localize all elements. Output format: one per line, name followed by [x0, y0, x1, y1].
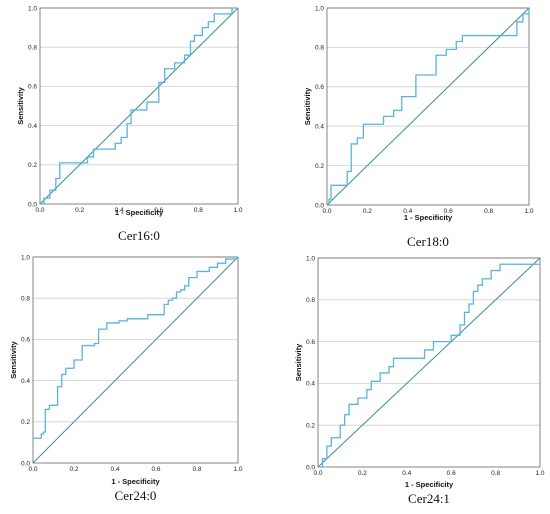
plot-frame: [32, 256, 239, 464]
x-axis-title: 1 - Specificity: [404, 213, 453, 222]
x-tick-label: 0.6: [447, 470, 456, 477]
y-tick-label: 0.0: [315, 202, 324, 209]
x-tick-label: 0.4: [110, 466, 119, 473]
plot-frame: [317, 257, 541, 468]
panel-caption: Cer18:0: [407, 234, 449, 249]
roc-curve: [33, 256, 238, 439]
x-tick-label: 0.0: [313, 470, 322, 477]
x-tick-label: 0.0: [322, 208, 331, 215]
x-tick-label: 0.8: [491, 470, 500, 477]
x-tick-label: 0.8: [192, 466, 201, 473]
x-tick-label: 0.0: [35, 207, 44, 214]
y-tick-label: 0.0: [306, 464, 315, 471]
y-axis-title: Sensitivity: [303, 87, 312, 125]
x-tick-label: 0.2: [358, 470, 367, 477]
y-tick-label: 0.2: [315, 163, 324, 170]
roc-curve: [327, 8, 530, 206]
x-tick-label: 0.6: [151, 466, 160, 473]
y-tick-label: 0.6: [306, 339, 315, 346]
x-tick-label: 0.2: [363, 208, 372, 215]
x-tick-label: 1.0: [233, 466, 242, 473]
roc-curve: [318, 263, 540, 468]
y-tick-label: 1.0: [315, 5, 324, 12]
x-tick-label: 0.4: [402, 470, 411, 477]
reference-line: [326, 7, 530, 206]
y-tick-label: 0.4: [306, 381, 315, 388]
x-tick-label: 0.6: [154, 207, 163, 214]
x-tick-label: 0.4: [403, 208, 412, 215]
panel-caption: Cer24:1: [408, 491, 450, 506]
roc-curve: [40, 7, 238, 205]
y-tick-label: 1.0: [28, 5, 37, 12]
reference-line: [317, 257, 541, 468]
x-tick-label: 0.4: [115, 207, 124, 214]
y-tick-label: 0.8: [28, 45, 37, 52]
x-tick-label: 0.2: [75, 207, 84, 214]
x-tick-label: 1.0: [524, 208, 533, 215]
y-tick-label: 0.6: [315, 84, 324, 91]
y-axis-title: Sensitivity: [9, 340, 18, 378]
x-tick-label: 0.8: [194, 207, 203, 214]
panel-caption: Cer24:0: [115, 488, 157, 503]
y-tick-label: 1.0: [306, 255, 315, 262]
y-axis-title: Sensitivity: [16, 86, 25, 124]
y-tick-label: 0.8: [306, 297, 315, 304]
x-tick-label: 1.0: [535, 470, 544, 477]
x-tick-label: 0.2: [69, 466, 78, 473]
x-axis-title: 1 - Specificity: [111, 477, 160, 486]
y-tick-label: 0.6: [21, 337, 30, 344]
y-tick-label: 0.4: [28, 123, 37, 130]
y-tick-label: 0.0: [21, 460, 30, 467]
x-axis-title: 1 - Specificity: [115, 208, 164, 217]
y-tick-label: 0.4: [315, 124, 324, 131]
y-tick-label: 0.8: [21, 296, 30, 303]
plot-frame: [326, 7, 530, 206]
reference-line: [39, 7, 239, 205]
plot-frame: [39, 7, 239, 205]
y-tick-label: 0.2: [28, 162, 37, 169]
x-axis-title: 1 - Specificity: [405, 480, 454, 489]
y-tick-label: 0.2: [21, 419, 30, 426]
y-tick-label: 0.2: [306, 423, 315, 430]
y-tick-label: 0.0: [28, 201, 37, 208]
reference-line: [32, 256, 239, 464]
x-tick-label: 1.0: [233, 207, 242, 214]
x-tick-label: 0.0: [28, 466, 37, 473]
x-tick-label: 0.6: [444, 208, 453, 215]
y-tick-label: 0.8: [315, 45, 324, 52]
y-tick-label: 1.0: [21, 254, 30, 261]
y-tick-label: 0.4: [21, 378, 30, 385]
y-tick-label: 0.6: [28, 84, 37, 91]
y-axis-title: Sensitivity: [294, 343, 303, 381]
x-tick-label: 0.8: [484, 208, 493, 215]
panel-caption: Cer16:0: [118, 228, 160, 243]
